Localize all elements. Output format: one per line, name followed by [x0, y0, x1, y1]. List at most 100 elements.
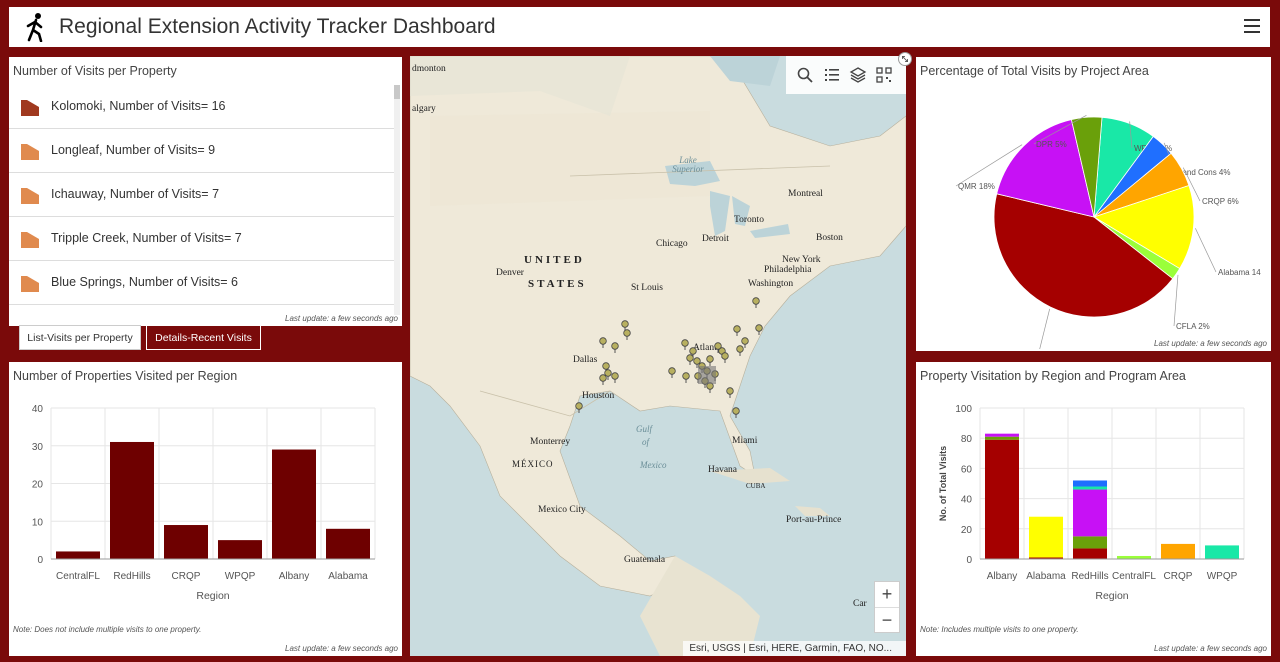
- map-view[interactable]: dmonton algary Lake Superior UNITED STAT…: [410, 56, 906, 656]
- bar[interactable]: [326, 528, 370, 559]
- x-tick-label: CRQP: [172, 571, 201, 582]
- last-update: Last update: a few seconds ago: [1154, 644, 1267, 653]
- search-icon[interactable]: [796, 66, 814, 84]
- bar-segment[interactable]: [1073, 548, 1107, 559]
- map-pin[interactable]: [733, 325, 741, 336]
- last-update: Last update: a few seconds ago: [285, 644, 398, 653]
- scroll-thumb[interactable]: [394, 85, 400, 99]
- bar-segment[interactable]: [985, 439, 1019, 559]
- expand-icon[interactable]: [898, 52, 912, 66]
- panel-title: Percentage of Total Visits by Project Ar…: [920, 64, 1149, 78]
- bar-segment[interactable]: [1073, 489, 1107, 537]
- bar-segment[interactable]: [1073, 536, 1107, 549]
- map-pin[interactable]: [599, 374, 607, 385]
- map-pin[interactable]: [706, 355, 714, 366]
- leader-line: [955, 144, 1023, 187]
- bar-segment[interactable]: [1205, 545, 1239, 559]
- visitation-stacked-bar-chart: 0 20 40 60 80 100 Albany Alabama RedHills Central…: [938, 404, 1245, 602]
- bar-segment[interactable]: [1073, 486, 1107, 490]
- map-pin[interactable]: [623, 329, 631, 340]
- x-tick-label: CRQP: [1164, 571, 1193, 582]
- pie-slice[interactable]: [996, 119, 1095, 218]
- pie-chart-panel: Percentage of Total Visits by Project Ar…: [916, 57, 1271, 351]
- list-item[interactable]: Longleaf, Number of Visits= 9: [9, 129, 397, 173]
- x-axis-title: Region: [1095, 590, 1128, 602]
- zoom-control: + −: [874, 581, 900, 633]
- map-pin[interactable]: [752, 297, 760, 308]
- map-pin[interactable]: [706, 382, 714, 393]
- map-pin[interactable]: [714, 342, 722, 353]
- legend-icon[interactable]: [823, 66, 841, 84]
- map-pin[interactable]: [693, 357, 701, 368]
- y-tick-label: 20: [961, 525, 973, 536]
- hamburger-menu-icon[interactable]: [1242, 16, 1262, 36]
- leader-line: [1129, 121, 1133, 149]
- map-pin[interactable]: [736, 345, 744, 356]
- pie-slice[interactable]: [1070, 116, 1103, 218]
- map-label-gulf-mexico: Mexico: [640, 460, 667, 470]
- map-pin[interactable]: [611, 372, 619, 383]
- map-pin[interactable]: [726, 387, 734, 398]
- basemap: [410, 56, 906, 656]
- bar-segment[interactable]: [1029, 557, 1063, 559]
- zoom-out-button[interactable]: −: [881, 610, 893, 630]
- map-pin[interactable]: [741, 337, 749, 348]
- map-pin[interactable]: [755, 324, 763, 335]
- list-item[interactable]: Blue Springs, Number of Visits= 6: [9, 261, 397, 305]
- x-tick-label: CentralFL: [1112, 571, 1156, 582]
- tab-list-visits[interactable]: List-Visits per Property: [19, 325, 141, 350]
- map-pin[interactable]: [686, 354, 694, 365]
- map-pin[interactable]: [611, 342, 619, 353]
- map-pin[interactable]: [621, 320, 629, 331]
- bar-segment[interactable]: [1117, 555, 1151, 559]
- y-tick-label: 60: [961, 464, 973, 475]
- qr-icon[interactable]: [875, 66, 893, 84]
- x-tick-label: Alabama: [328, 571, 368, 582]
- hiker-logo-icon: [26, 13, 43, 42]
- x-tick-label: Albany: [279, 571, 310, 582]
- visitation-by-region-panel: Property Visitation by Region and Progra…: [916, 362, 1271, 656]
- x-tick-label: Alabama: [1026, 571, 1066, 582]
- property-symbol-icon: [21, 188, 39, 204]
- bar[interactable]: [272, 449, 316, 559]
- properties-per-region-panel: Number of Properties Visited per Region …: [9, 362, 402, 656]
- map-label-montreal: Montreal: [788, 189, 823, 199]
- list-item[interactable]: Ichauway, Number of Visits= 7: [9, 173, 397, 217]
- map-pin[interactable]: [689, 347, 697, 358]
- bar-segment[interactable]: [985, 436, 1019, 440]
- bar[interactable]: [110, 441, 154, 559]
- chart-note: Note: Includes multiple visits to one pr…: [920, 625, 1079, 634]
- tab-details-recent[interactable]: Details-Recent Visits: [146, 325, 261, 350]
- map-pin[interactable]: [732, 407, 740, 418]
- pie-slice[interactable]: [993, 193, 1174, 318]
- map-pin[interactable]: [682, 372, 690, 383]
- bar-segment[interactable]: [1161, 543, 1195, 559]
- x-tick-label: Albany: [987, 571, 1018, 582]
- bar-segment[interactable]: [1073, 480, 1107, 487]
- list-scrollbar[interactable]: [394, 85, 400, 315]
- list-item-label: Ichauway, Number of Visits= 7: [51, 187, 220, 201]
- pie-slice[interactable]: [1093, 184, 1195, 270]
- bar[interactable]: [218, 540, 262, 559]
- map-pin[interactable]: [668, 367, 676, 378]
- map-pin[interactable]: [721, 352, 729, 363]
- map-label-havana: Havana: [708, 465, 738, 475]
- bar-segment[interactable]: [1029, 516, 1063, 558]
- map-label-calgary: algary: [412, 104, 436, 114]
- bar-segment[interactable]: [985, 433, 1019, 437]
- map-label-dallas: Dallas: [573, 355, 598, 365]
- map-pin[interactable]: [575, 402, 583, 413]
- list-item[interactable]: Tripple Creek, Number of Visits= 7: [9, 217, 397, 261]
- zoom-in-button[interactable]: +: [875, 582, 899, 608]
- pin-cluster[interactable]: [698, 366, 716, 384]
- layers-icon[interactable]: [849, 66, 867, 84]
- bar[interactable]: [56, 551, 100, 559]
- map-pin[interactable]: [681, 339, 689, 350]
- property-symbol-icon: [21, 276, 39, 292]
- map-pin[interactable]: [604, 369, 612, 380]
- list-item[interactable]: Kolomoki, Number of Visits= 16: [9, 85, 397, 129]
- last-update: Last update: a few seconds ago: [1154, 339, 1267, 348]
- panel-title: Number of Visits per Property: [13, 64, 177, 78]
- bar[interactable]: [164, 525, 208, 559]
- map-pin[interactable]: [599, 337, 607, 348]
